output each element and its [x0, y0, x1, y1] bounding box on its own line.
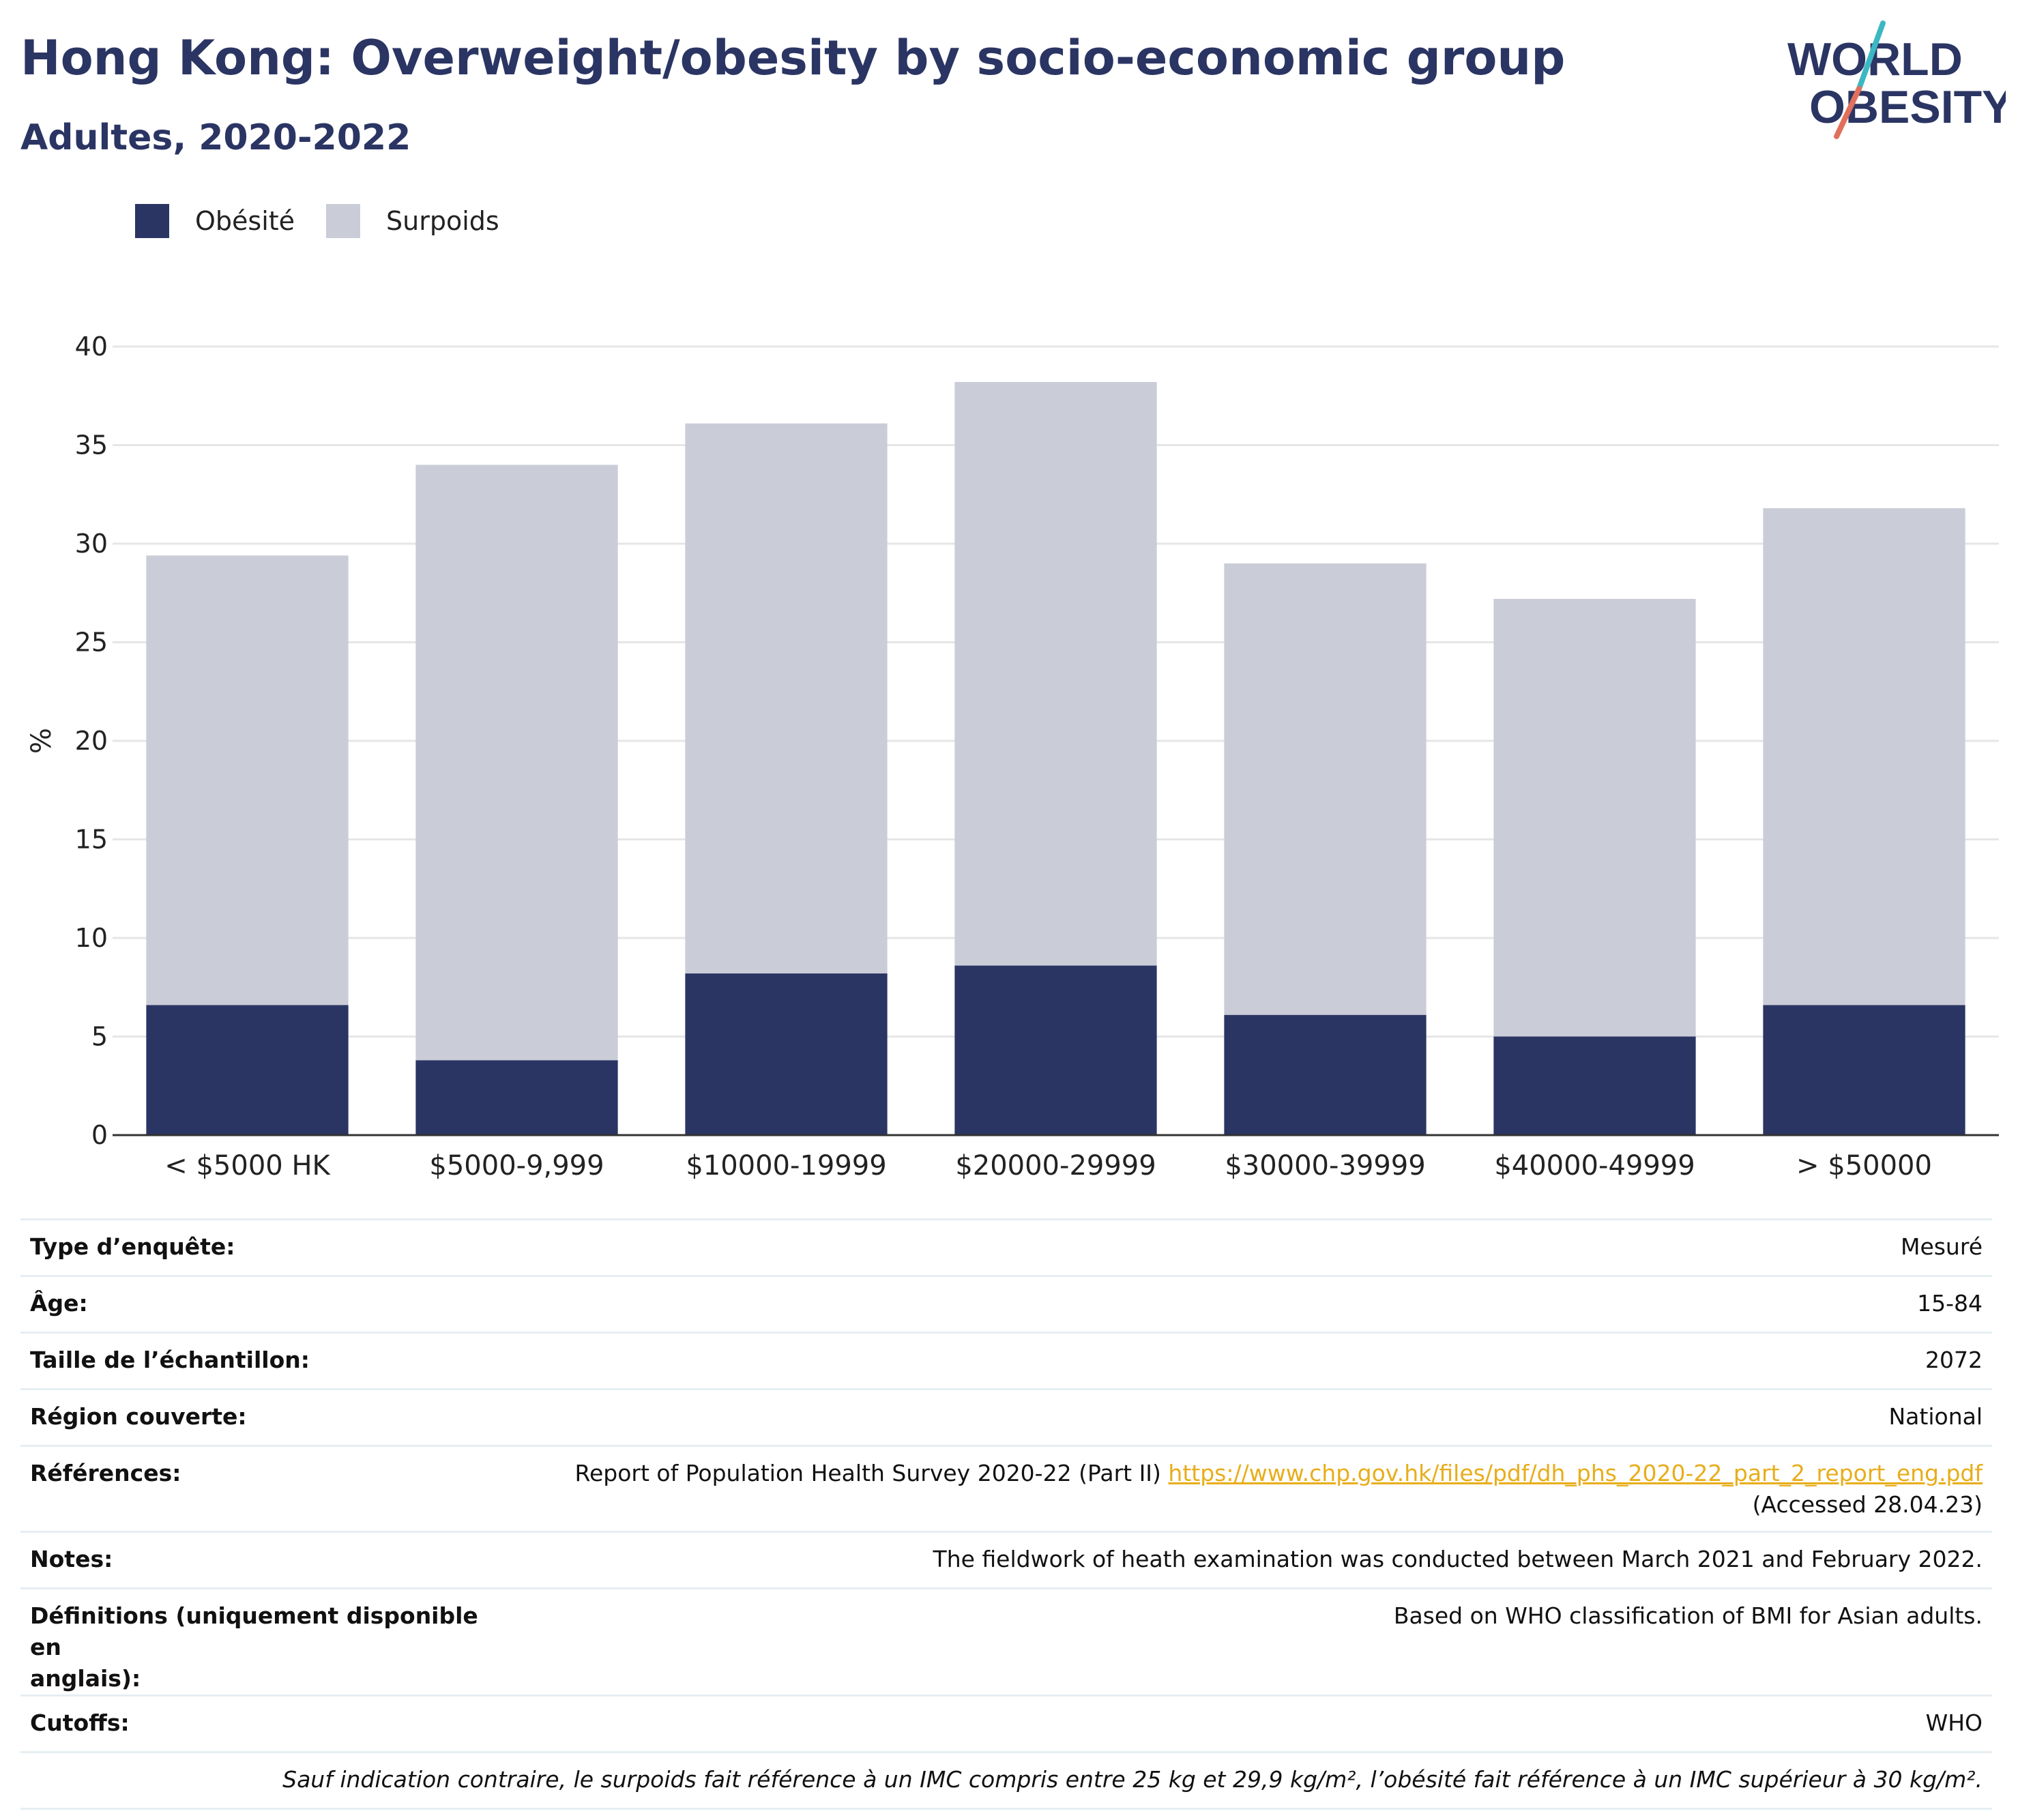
info-value: WHO: [517, 1694, 1992, 1752]
info-label: Âge:: [20, 1275, 517, 1333]
info-value: 2072: [517, 1332, 1992, 1390]
bar-obesity: [1224, 1014, 1427, 1135]
stacked-bar-chart: 0 5 10 15 20 25 30 35 40% < $5000 HK $5000-9,999 $1…: [26, 332, 1999, 1181]
bar-overweight: [1224, 563, 1427, 1015]
info-label: Définitions (uniquement disponible en an…: [20, 1587, 517, 1696]
bar-overweight: [954, 382, 1157, 966]
reference-text: Report of Population Health Survey 2020-…: [574, 1460, 1161, 1486]
legend-label-overweight: Surpoids: [386, 206, 499, 236]
x-tick-label: $40000-49999: [1494, 1150, 1695, 1181]
world-obesity-logo: WORLD OBESITY: [1787, 20, 2006, 139]
y-tick-label: 20: [75, 726, 108, 756]
info-row-footnote: Sauf indication contraire, le surpoids f…: [20, 1751, 1992, 1810]
info-row-notes: Notes: The fieldwork of heath examinatio…: [20, 1531, 1992, 1589]
bar-obesity: [415, 1060, 618, 1135]
definitions-label-line1: Définitions (uniquement disponible en: [30, 1602, 478, 1660]
info-value: Mesuré: [517, 1218, 1992, 1276]
info-value: Report of Population Health Survey 2020-…: [517, 1445, 1992, 1532]
chart-title: Hong Kong: Overweight/obesity by socio-e…: [20, 30, 1566, 86]
x-tick-label: < $5000 HK: [164, 1150, 331, 1181]
logo-word-obesity: OBESITY: [1809, 81, 2006, 133]
reference-link[interactable]: https://www.chp.gov.hk/files/pdf/dh_phs_…: [1168, 1460, 1983, 1486]
chart-subtitle: Adultes, 2020-2022: [20, 117, 411, 158]
info-label: Notes:: [20, 1531, 517, 1589]
info-row-references: Références: Report of Population Health …: [20, 1445, 1992, 1532]
legend-swatch-overweight: [326, 204, 361, 238]
bar-obesity: [954, 965, 1157, 1135]
x-tick-label: $20000-29999: [955, 1150, 1156, 1181]
legend-label-obesity: Obésité: [195, 206, 295, 236]
bar-overweight: [1763, 508, 1965, 1006]
info-value: The fieldwork of heath examination was c…: [517, 1531, 1992, 1589]
y-tick-label: 10: [75, 923, 108, 953]
info-label: Type d’enquête:: [20, 1218, 517, 1276]
chart-legend: Obésité Surpoids: [135, 202, 531, 240]
info-value: 15-84: [517, 1275, 1992, 1333]
info-row-region: Région couverte: National: [20, 1388, 1992, 1446]
bar-overweight: [685, 423, 888, 974]
legend-swatch-obesity: [135, 204, 169, 238]
y-tick-label: 15: [75, 825, 108, 855]
legend-item-overweight: Surpoids: [326, 204, 499, 238]
info-label: Références:: [20, 1445, 517, 1532]
y-tick-label: 5: [91, 1022, 108, 1052]
y-tick-label: 40: [75, 332, 108, 362]
y-tick-label: 0: [91, 1120, 108, 1150]
y-axis-title: %: [26, 728, 57, 754]
info-label: Taille de l’échantillon:: [20, 1332, 517, 1390]
x-tick-label: > $50000: [1796, 1150, 1932, 1181]
info-row-definitions: Définitions (uniquement disponible en an…: [20, 1587, 1992, 1696]
info-value: National: [517, 1388, 1992, 1446]
legend-item-obesity: Obésité: [135, 204, 295, 238]
logo-slash-teal: [1856, 20, 1886, 91]
x-tick-label: $5000-9,999: [429, 1150, 604, 1181]
reference-accessed: (Accessed 28.04.23): [1752, 1491, 1983, 1518]
info-value: Based on WHO classification of BMI for A…: [517, 1587, 1992, 1696]
info-label: Région couverte:: [20, 1388, 517, 1446]
y-tick-label: 25: [75, 628, 108, 658]
definition-footnote: Sauf indication contraire, le surpoids f…: [20, 1751, 1992, 1810]
info-row-cutoffs: Cutoffs: WHO: [20, 1694, 1992, 1752]
bar-overweight: [146, 555, 349, 1006]
bar-overweight: [415, 465, 618, 1061]
logo-slash-coral: [1834, 86, 1862, 139]
bar-obesity: [1763, 1005, 1965, 1135]
y-tick-label: 35: [75, 430, 108, 460]
info-label: Cutoffs:: [20, 1694, 517, 1752]
definitions-label-line2: anglais):: [30, 1665, 141, 1692]
info-row-age: Âge: 15-84: [20, 1275, 1992, 1333]
bar-obesity: [146, 1005, 349, 1135]
info-row-survey-type: Type d’enquête: Mesuré: [20, 1218, 1992, 1276]
survey-info-table: Type d’enquête: Mesuré Âge: 15-84 Taille…: [20, 1218, 1992, 1810]
info-row-sample-size: Taille de l’échantillon: 2072: [20, 1332, 1992, 1390]
bar-obesity: [685, 973, 888, 1135]
x-tick-label: $30000-39999: [1225, 1150, 1425, 1181]
bar-overweight: [1493, 598, 1696, 1037]
bar-obesity: [1493, 1036, 1696, 1135]
x-tick-label: $10000-19999: [686, 1150, 886, 1181]
y-tick-label: 30: [75, 529, 108, 559]
